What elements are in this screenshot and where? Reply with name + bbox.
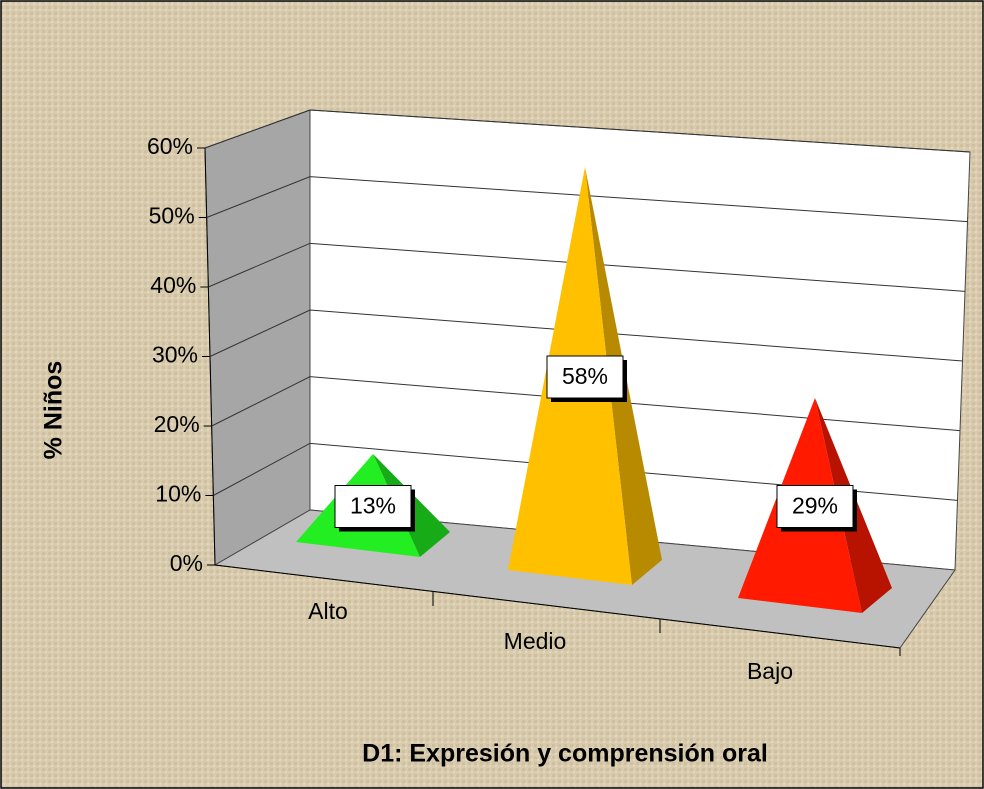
label-box (334, 485, 412, 528)
grid-line (209, 309, 963, 362)
y-axis-title: % Niños (40, 361, 68, 460)
grid-line (213, 442, 958, 501)
y-tick-label: 50% (149, 203, 195, 229)
y-tick-label: 60% (147, 133, 193, 159)
x-tick-label: Bajo (747, 658, 793, 684)
y-tick-label: 10% (155, 481, 201, 507)
value-label: 29% (792, 493, 838, 519)
y-tick-label: 0% (170, 550, 203, 576)
side-wall (204, 109, 311, 566)
label-box (546, 355, 624, 399)
grid-line (211, 376, 961, 432)
value-label: 58% (562, 363, 608, 389)
x-axis (214, 564, 901, 649)
y-tick-label: 20% (154, 411, 200, 437)
y-tick-label: 40% (150, 272, 196, 298)
x-tick-label: Alto (308, 598, 348, 624)
x-tick-label: Medio (504, 628, 567, 654)
y-tick-label: 30% (152, 342, 198, 368)
x-axis-title: D1: Expresión y comprensión oral (362, 740, 768, 768)
value-label: 13% (350, 493, 396, 519)
grid-line (206, 176, 968, 223)
label-box (776, 485, 854, 528)
grid-line (204, 109, 971, 153)
grid-line (208, 242, 966, 292)
